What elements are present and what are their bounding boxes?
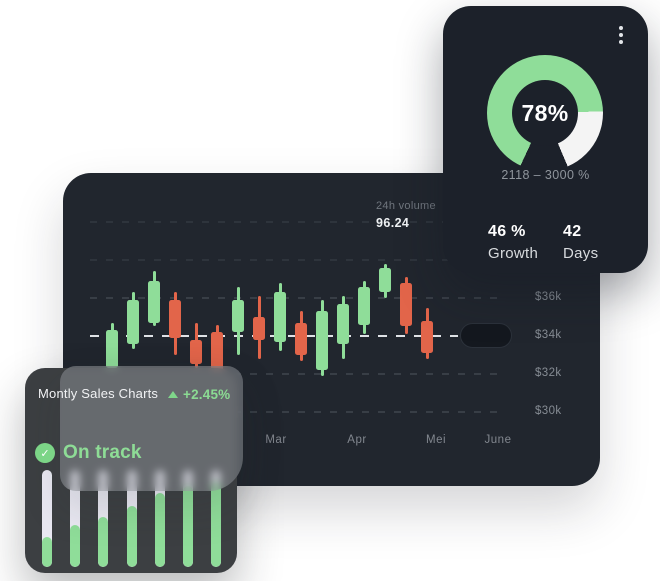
progress-bar-track: [98, 470, 108, 567]
x-tick-label: Mar: [265, 434, 287, 446]
candle-body: [358, 286, 370, 325]
gridline: [90, 259, 505, 261]
y-tick-label: $32k: [535, 367, 562, 379]
glass-overlay-card: [60, 366, 243, 491]
triangle-up-icon: [168, 391, 178, 398]
sales-change-value: +2.45%: [183, 387, 231, 402]
stat-growth: 46 % Growth: [488, 223, 538, 263]
candle-body: [148, 280, 160, 323]
x-tick-label: Apr: [347, 434, 367, 446]
candle-body: [169, 299, 181, 338]
candle-body: [421, 320, 433, 354]
stat-growth-value: 46 %: [488, 223, 526, 240]
gridline: [90, 373, 505, 375]
progress-bar-fill: [42, 536, 52, 567]
sales-change-badge: +2.45%: [168, 387, 230, 402]
pill-toggle-button[interactable]: [460, 323, 512, 348]
candle-body: [190, 339, 202, 365]
gauge-donut-chart: 78%: [487, 55, 603, 171]
volume-value: 96.24: [376, 215, 410, 230]
gauge-range-label: 2118 – 3000 %: [501, 168, 590, 182]
kebab-menu-icon[interactable]: [613, 23, 629, 47]
progress-bar-fill: [211, 481, 221, 567]
sales-status-label: On track: [63, 442, 142, 463]
candle-body: [106, 330, 118, 369]
progress-bar-track: [70, 470, 80, 567]
progress-bar-fill: [98, 516, 108, 567]
gridline: [90, 411, 505, 413]
x-tick-label: Mei: [425, 434, 447, 446]
progress-bar-fill: [155, 493, 165, 567]
stat-days: 42 Days: [563, 223, 598, 263]
sales-status: ✓ On track: [35, 442, 142, 464]
growth-gauge-card: 78% 2118 – 3000 % 46 % Growth 42 Days: [443, 6, 648, 273]
progress-bar-track: [127, 470, 137, 567]
x-tick-label: June: [484, 434, 512, 446]
y-tick-label: $30k: [535, 405, 562, 417]
progress-bar-fill: [127, 505, 137, 567]
stat-growth-label: Growth: [488, 245, 539, 263]
progress-bar-track: [42, 470, 52, 567]
gauge-percent-label: 78%: [521, 99, 569, 126]
progress-bar-track: [183, 470, 193, 567]
candle-body: [337, 303, 349, 344]
y-tick-label: $36k: [535, 291, 562, 303]
candle-body: [232, 299, 244, 333]
progress-bar-track: [155, 470, 165, 567]
candlestick-chart: $36k $34k $32k $30k Mar Apr Mei June 24h volum…: [63, 173, 600, 486]
stat-days-value: 42: [563, 223, 582, 240]
gauge-center: 78%: [512, 80, 578, 146]
gridline: [90, 297, 505, 299]
candle-body: [316, 311, 328, 371]
candle-body: [274, 292, 286, 342]
candle-body: [127, 299, 139, 344]
check-circle-icon: ✓: [35, 443, 55, 463]
candle-body: [400, 282, 412, 327]
candle-body: [211, 332, 223, 373]
candle-body: [379, 267, 391, 293]
volume-block: 24h volume 96.24: [376, 200, 436, 231]
progress-bar-fill: [70, 525, 80, 567]
progress-bar-track: [211, 470, 221, 567]
sales-card-title: Montly Sales Charts: [38, 386, 159, 401]
progress-bar-fill: [183, 485, 193, 567]
y-tick-label: $34k: [535, 329, 562, 341]
candle-body: [295, 322, 307, 355]
gridline: [90, 221, 505, 223]
stat-days-label: Days: [563, 245, 599, 263]
candle-body: [253, 317, 265, 340]
volume-label: 24h volume: [376, 200, 436, 212]
